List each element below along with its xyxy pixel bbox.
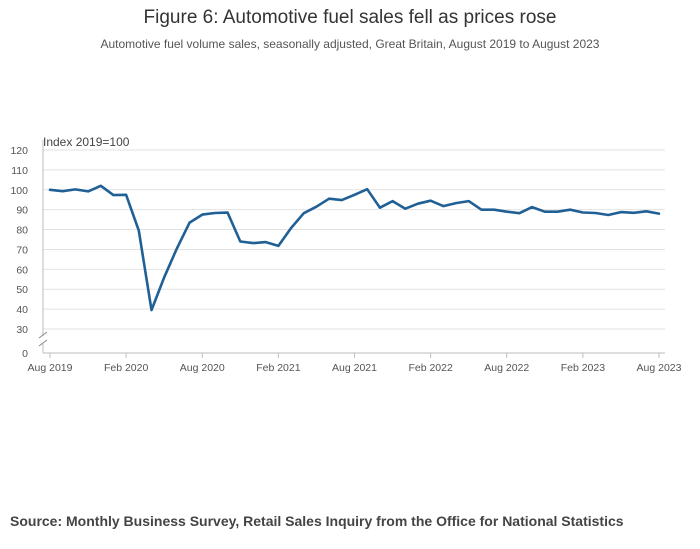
gridlines — [43, 149, 665, 330]
data-point — [264, 241, 267, 243]
data-point — [150, 309, 153, 312]
y-tick-label: 80 — [16, 225, 28, 237]
y-tick-label: 110 — [11, 165, 28, 177]
data-point — [175, 247, 178, 250]
data-point — [581, 211, 584, 214]
data-point — [645, 210, 648, 213]
x-axis: Aug 2019 Feb 2020 Aug 2020 Feb 2021 Aug 2021… — [28, 140, 682, 374]
y-axis-label: Index 2019=100 — [43, 135, 130, 149]
x-tick-label: Feb 2022 — [408, 362, 453, 374]
chart-title: Figure 6: Automotive fuel sales fell as … — [143, 7, 557, 28]
data-point — [607, 214, 610, 216]
data-point — [632, 211, 635, 214]
data-point — [277, 244, 280, 247]
data-point — [61, 190, 64, 193]
data-point — [112, 194, 115, 197]
data-point — [378, 206, 381, 209]
data-point — [417, 202, 419, 205]
x-tick-label: Feb 2023 — [561, 362, 606, 374]
data-point — [569, 208, 572, 211]
y-tick-label: 120 — [10, 145, 28, 157]
data-point — [290, 227, 292, 229]
chart-subtitle: Automotive fuel volume sales, seasonally… — [100, 37, 600, 51]
y-tick-label: 0 — [22, 348, 28, 360]
x-tick-label: Aug 2022 — [484, 362, 529, 374]
data-point — [137, 229, 140, 232]
data-point — [556, 210, 559, 213]
data-point — [302, 212, 305, 215]
data-point — [594, 212, 597, 214]
series-group — [48, 184, 661, 312]
data-point — [531, 206, 534, 208]
data-point — [404, 207, 407, 210]
data-point — [315, 205, 318, 208]
y-tick-label: 100 — [10, 185, 28, 197]
data-point — [340, 199, 343, 202]
data-point — [239, 240, 242, 243]
data-point — [480, 208, 483, 211]
y-tick-label: 90 — [16, 205, 28, 217]
data-point — [353, 193, 356, 196]
data-point — [518, 212, 521, 215]
y-tick-label: 70 — [16, 244, 28, 256]
x-tick-label: Aug 2020 — [180, 362, 225, 374]
data-point — [391, 200, 394, 203]
x-tick-label: Aug 2023 — [637, 362, 682, 374]
data-point — [49, 188, 51, 191]
y-tick-label: 60 — [16, 264, 28, 276]
data-point — [658, 212, 660, 215]
source-note: Source: Monthly Business Survey, Retail … — [10, 513, 624, 529]
data-point — [543, 210, 546, 213]
data-point — [214, 212, 216, 214]
series-line — [48, 184, 661, 312]
data-point — [455, 202, 457, 205]
y-tick-label: 50 — [16, 284, 28, 296]
data-point — [328, 197, 331, 200]
data-point — [493, 208, 495, 211]
data-point — [429, 199, 432, 202]
data-point — [188, 221, 191, 224]
y-axis-ticks: 0 30 40 50 60 70 80 90 100 110 120 — [10, 145, 28, 360]
data-point — [163, 276, 166, 279]
data-point — [442, 205, 445, 207]
data-point — [201, 213, 204, 216]
axis-break-mark — [38, 331, 48, 339]
y-tick-label: 40 — [16, 304, 28, 316]
data-point — [125, 193, 128, 196]
data-point — [99, 184, 102, 187]
data-point — [505, 210, 508, 213]
data-point — [252, 242, 254, 244]
axis-break-mark — [38, 339, 48, 347]
y-tick-label: 30 — [16, 324, 28, 336]
data-point — [366, 188, 369, 191]
x-tick-label: Feb 2020 — [104, 362, 149, 374]
data-point — [620, 211, 622, 213]
data-point — [226, 211, 229, 214]
x-tick-label: Aug 2021 — [332, 362, 377, 374]
data-point — [87, 190, 89, 193]
x-tick-label: Feb 2021 — [256, 362, 301, 374]
x-tick-label: Aug 2019 — [28, 362, 73, 374]
data-point — [74, 188, 77, 191]
data-point — [467, 200, 470, 203]
